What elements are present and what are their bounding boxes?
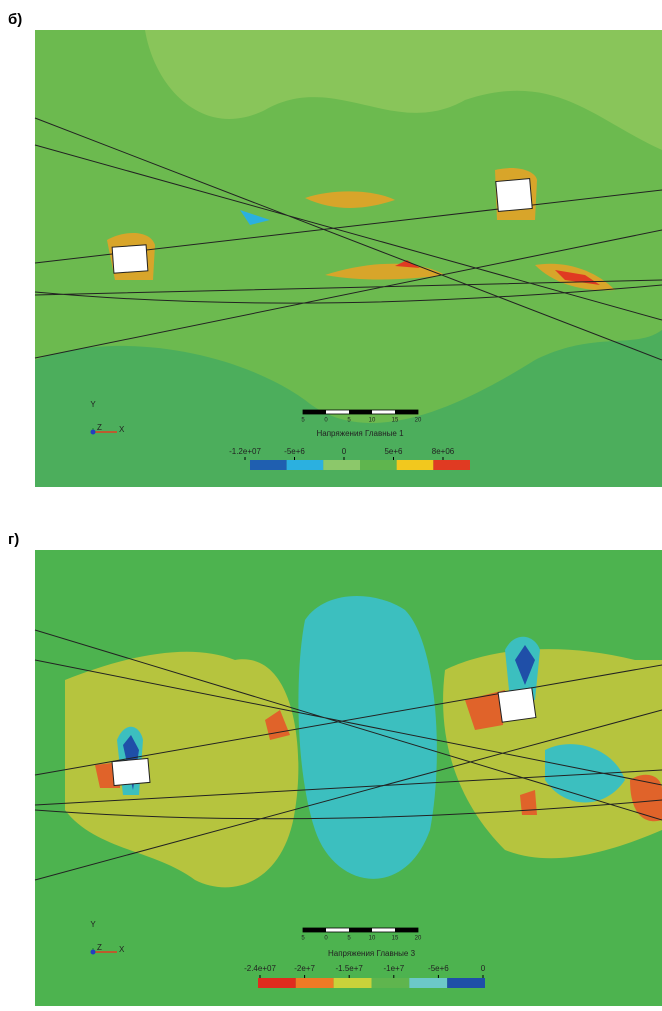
region	[555, 270, 600, 285]
axis-label: Y	[90, 920, 96, 929]
legend-tick-label: 5e+6	[384, 447, 403, 456]
scale-seg	[303, 410, 326, 414]
region	[65, 651, 299, 888]
scale-label: 5	[347, 418, 351, 424]
region	[265, 710, 290, 740]
legend-swatch	[250, 460, 287, 470]
scale-label: 5	[347, 936, 351, 942]
scale-label: 0	[324, 418, 328, 424]
axis-label: X	[119, 425, 125, 434]
scale-seg	[349, 410, 372, 414]
scale-label: 5	[301, 936, 305, 942]
region	[35, 330, 662, 487]
legend-tick-label: 8e+06	[432, 447, 455, 456]
legend-title: Напряжения Главные 1	[316, 429, 404, 438]
region	[240, 210, 270, 225]
region	[298, 596, 437, 879]
axis-label: Z	[97, 943, 102, 952]
legend-tick-label: -5e+6	[428, 964, 449, 973]
legend-tick-label: -2e+7	[294, 964, 315, 973]
legend-tick-label: 0	[481, 964, 486, 973]
scale-label: 10	[369, 418, 376, 424]
legend-swatch	[295, 978, 334, 988]
legend-swatch	[447, 978, 485, 988]
block	[111, 244, 149, 274]
block	[495, 178, 533, 212]
legend-swatch	[409, 978, 448, 988]
scale-label: 15	[392, 418, 399, 424]
region	[325, 263, 445, 280]
scale-label: 20	[415, 418, 422, 424]
panel: 5 0 5 10 15 20 Напряжения Главные 1 -1.2e+07 -5e…	[34, 30, 662, 487]
line	[34, 629, 662, 881]
legend-tick-label: -1.2e+07	[229, 447, 261, 456]
panel-label: б)	[8, 11, 22, 28]
legend-swatch	[371, 978, 410, 988]
legend-swatch	[396, 460, 434, 470]
scale-label: 0	[324, 936, 328, 942]
legend-swatch	[323, 460, 360, 470]
legend-tick-label: -1e+7	[383, 964, 404, 973]
legend-title: Напряжения Главные 3	[328, 949, 416, 958]
line	[34, 117, 662, 361]
region	[305, 191, 395, 208]
region	[145, 30, 662, 150]
panel: 5 0 5 10 15 20 Напряжения Главные 3 -2.4e+07 -2e…	[34, 550, 662, 1006]
scale-seg	[395, 410, 418, 414]
region	[520, 790, 537, 815]
legend-swatch	[286, 460, 324, 470]
region	[630, 774, 662, 822]
region	[515, 645, 535, 685]
scale-label: 5	[301, 418, 305, 424]
region	[545, 744, 625, 803]
scale-label: 10	[369, 936, 376, 942]
block	[497, 687, 537, 723]
axis-origin	[90, 429, 96, 435]
panel-label: г)	[8, 531, 19, 548]
legend-swatch	[433, 460, 470, 470]
legend-tick-label: 0	[342, 447, 347, 456]
axis-label: Y	[90, 400, 96, 409]
region	[465, 690, 505, 730]
axis-label: X	[119, 945, 125, 954]
block	[111, 757, 151, 787]
scale-seg	[395, 928, 418, 932]
legend-swatch	[333, 978, 372, 988]
legend-swatch	[258, 978, 296, 988]
scale-seg	[349, 928, 372, 932]
axis-label: Z	[97, 423, 102, 432]
scale-label: 15	[392, 936, 399, 942]
scale-label: 20	[415, 936, 422, 942]
legend-tick-label: -1.5e+7	[336, 964, 364, 973]
region	[395, 260, 420, 268]
legend-tick-label: -2.4e+07	[244, 964, 276, 973]
legend-swatch	[360, 460, 397, 470]
axis-origin	[90, 949, 96, 955]
scale-seg	[303, 928, 326, 932]
legend-tick-label: -5e+6	[284, 447, 305, 456]
